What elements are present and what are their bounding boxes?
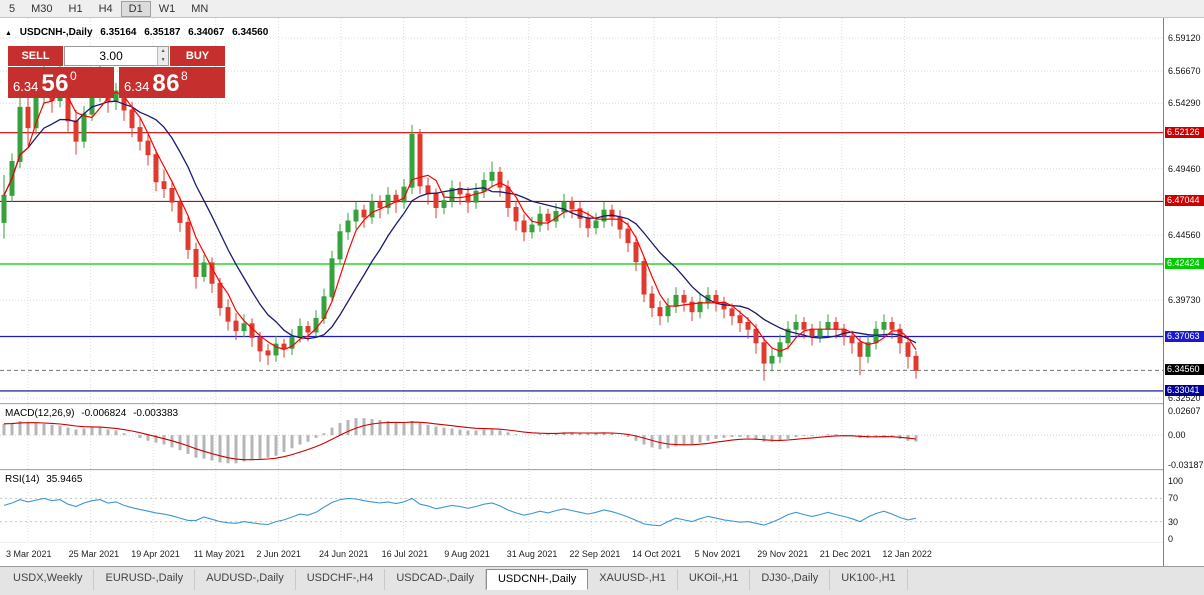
date-axis-label: 2 Jun 2021 — [256, 549, 301, 559]
sell-button[interactable]: SELL — [8, 46, 63, 66]
date-axis-label: 16 Jul 2021 — [381, 549, 429, 559]
rsi-tick-label: 30 — [1168, 516, 1179, 527]
macd-indicator-chart[interactable] — [0, 405, 1163, 469]
price-tick-label: 6.56670 — [1168, 66, 1201, 77]
timeframe-button-5[interactable]: 5 — [9, 2, 16, 15]
date-axis-label: 12 Jan 2022 — [882, 549, 932, 559]
chart-tabs-bar: USDX,Weekly EURUSD-,Daily AUDUSD-,Daily USD… — [0, 566, 1204, 595]
level-price-badge: 6.37063 — [1165, 330, 1204, 342]
sell-price-prefix: 6.34 — [13, 79, 39, 94]
date-axis-label: 11 May 2021 — [193, 549, 246, 559]
macd-tick-label: 0.00 — [1168, 430, 1186, 441]
volume-box: ▲ ▼ — [64, 46, 169, 66]
date-axis-label: 3 Mar 2021 — [6, 549, 52, 559]
date-axis-label: 31 Aug 2021 — [506, 549, 558, 559]
price-axis: 6.59120 6.56670 6.54290 6.49460 6.44560 6.397… — [1163, 18, 1204, 566]
buy-price-digits: 86 — [152, 70, 181, 97]
volume-decrease-button[interactable]: ▼ — [158, 56, 168, 65]
price-tick-label: 6.59120 — [1168, 33, 1201, 44]
rsi-tick-label: 100 — [1168, 476, 1184, 486]
chart-symbol: USDCNH-,Daily — [19, 27, 93, 38]
level-price-badge: 6.33041 — [1165, 384, 1204, 396]
sell-price-digits: 56 — [41, 70, 70, 97]
pane-separator — [0, 542, 1204, 543]
macd-label: MACD(12,26,9) -0.006824 -0.003383 — [5, 408, 182, 419]
price-tick-label: 6.32520 — [1168, 392, 1201, 403]
chart-tabs-list: USDX,Weekly EURUSD-,Daily AUDUSD-,Daily USD… — [2, 569, 908, 590]
ohlc-close: 6.34560 — [232, 27, 269, 38]
macd-main-value: -0.006824 — [81, 408, 127, 419]
timeframe-button-h4[interactable]: H4 — [98, 2, 113, 15]
price-tick-label: 6.49460 — [1168, 163, 1201, 174]
chart-tab-eurusd-daily[interactable]: EURUSD-,Daily — [94, 569, 196, 590]
rsi-tick-label: 70 — [1168, 493, 1179, 504]
date-axis-label: 29 Nov 2021 — [757, 549, 809, 559]
timeframe-button-h1[interactable]: H1 — [68, 2, 83, 15]
level-price-badge: 6.52126 — [1165, 126, 1204, 138]
timeframe-list: 5 M30 H1 H4 D1 W1 MN — [1, 0, 216, 17]
rsi-label: RSI(14) 35.9465 — [5, 474, 86, 485]
ohlc-open: 6.35164 — [100, 27, 137, 38]
buy-price-pip: 8 — [181, 69, 188, 83]
date-axis-label: 22 Sep 2021 — [569, 549, 621, 559]
ohlc-low: 6.34067 — [188, 27, 225, 38]
date-axis-label: 9 Aug 2021 — [444, 549, 490, 559]
date-axis-label: 14 Oct 2021 — [632, 549, 682, 559]
date-axis-label: 19 Apr 2021 — [131, 549, 180, 559]
volume-increase-button[interactable]: ▲ — [158, 47, 168, 56]
buy-price-display[interactable]: 6.34 86 8 — [119, 67, 225, 98]
timeframe-button-mn[interactable]: MN — [191, 2, 209, 15]
chart-tab-xauusd-h1[interactable]: XAUUSD-,H1 — [588, 569, 678, 590]
sell-price-display[interactable]: 6.34 56 0 — [8, 67, 114, 98]
rsi-tick-label: 0 — [1168, 534, 1174, 544]
pane-separator[interactable] — [0, 469, 1204, 471]
rsi-name: RSI(14) — [5, 474, 40, 485]
volume-input[interactable] — [65, 47, 158, 65]
date-axis-label: 21 Dec 2021 — [819, 549, 871, 559]
macd-signal-value: -0.003383 — [133, 408, 179, 419]
macd-tick-label: 0.02607 — [1168, 405, 1201, 416]
ohlc-high: 6.35187 — [144, 27, 181, 38]
chart-title: ▲ USDCNH-,Daily 6.35164 6.35187 6.34067 … — [5, 27, 273, 38]
macd-tick-label: -0.03187 — [1168, 460, 1204, 471]
timeframe-button-w1[interactable]: W1 — [158, 2, 176, 15]
chart-area: ▲ USDCNH-,Daily 6.35164 6.35187 6.34067 … — [0, 18, 1163, 566]
price-tick-label: 6.39730 — [1168, 295, 1201, 306]
timeframe-button-m30[interactable]: M30 — [31, 2, 53, 15]
price-tick-label: 6.44560 — [1168, 230, 1201, 241]
level-price-badge: 6.47044 — [1165, 195, 1204, 207]
timeframe-toolbar: 5 M30 H1 H4 D1 W1 MN — [0, 0, 1204, 18]
main-price-chart[interactable] — [0, 18, 1163, 403]
timeframe-button-d1[interactable]: D1 — [120, 0, 151, 17]
chart-tab-uk100-h1[interactable]: UK100-,H1 — [830, 569, 908, 590]
rsi-value: 35.9465 — [46, 474, 83, 485]
chart-tab-dj30-daily[interactable]: DJ30-,Daily — [750, 569, 831, 590]
sell-price-pip: 0 — [70, 69, 77, 83]
macd-name: MACD(12,26,9) — [5, 408, 75, 419]
buy-price-prefix: 6.34 — [124, 79, 150, 94]
collapse-arrow-icon[interactable]: ▲ — [5, 30, 12, 37]
date-axis-label: 24 Jun 2021 — [319, 549, 369, 559]
volume-spinner: ▲ ▼ — [157, 47, 168, 65]
one-click-trading-panel: SELL ▲ ▼ BUY 6.34 56 0 6.34 — [8, 46, 225, 98]
level-price-badge: 6.42424 — [1165, 257, 1204, 269]
chart-tab-usdcad-daily[interactable]: USDCAD-,Daily — [385, 569, 486, 590]
chart-tab-usdchf-h4[interactable]: USDCHF-,H4 — [296, 569, 386, 590]
date-axis: 3 Mar 2021 25 Mar 2021 19 Apr 2021 11 May 2… — [0, 543, 1163, 566]
rsi-indicator-chart[interactable] — [0, 471, 1163, 542]
current-price-badge: 6.34560 — [1165, 364, 1204, 376]
chart-tab-usdcnh-daily[interactable]: USDCNH-,Daily — [485, 569, 589, 590]
chart-tab-audusd-daily[interactable]: AUDUSD-,Daily — [195, 569, 296, 590]
date-axis-label: 5 Nov 2021 — [694, 549, 741, 559]
date-axis-label: 25 Mar 2021 — [68, 549, 120, 559]
price-tick-label: 6.54290 — [1168, 98, 1201, 109]
chart-tab-usdx-weekly[interactable]: USDX,Weekly — [2, 569, 95, 590]
chart-tab-ukoil-h1[interactable]: UKOil-,H1 — [678, 569, 751, 590]
buy-button[interactable]: BUY — [170, 46, 225, 66]
pane-separator[interactable] — [0, 403, 1204, 405]
